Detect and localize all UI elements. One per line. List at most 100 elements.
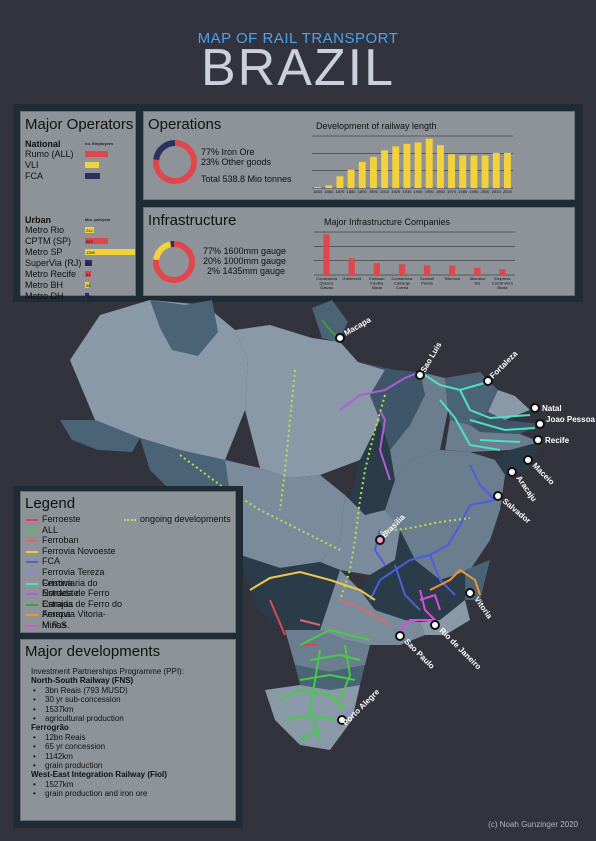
national-name: FCA (25, 171, 43, 181)
legend-swatch (26, 561, 38, 564)
legend-label: Ferrovia Tereza Cristina (42, 566, 105, 588)
chart-tick-label: 1900 (369, 189, 379, 194)
chart-tick-label: 1890 (358, 189, 368, 194)
national-row: FCA (25, 171, 135, 182)
chart-bar (403, 143, 411, 188)
line-carajas (339, 371, 421, 411)
city-joao-pessoa[interactable]: Joao Pessoa (535, 415, 595, 429)
development-project-name: North-South Railway (FNS) (31, 676, 134, 686)
developments-panel: Major developments Investment Partnershi… (20, 639, 236, 821)
urban-value: 84 (86, 272, 91, 277)
donut-slice (153, 241, 195, 283)
urban-row: Metro DH 38 (25, 291, 135, 302)
legend-ongoing: ongoing developments (124, 514, 252, 525)
national-unit: no. Employees (85, 141, 114, 146)
major-operators-title: Major Operators (25, 116, 134, 133)
ongoing-developments (179, 369, 471, 601)
chart-bar (481, 155, 489, 188)
chart-tick-label: Emissao Insutria Naval (369, 276, 385, 290)
chart-tick-label: 2000 (481, 189, 491, 194)
legend-item: M.R.S. (26, 620, 126, 631)
infrastructure-title: Infrastructure (148, 212, 237, 229)
svg-text:Sao Luis: Sao Luis (419, 340, 444, 374)
urban-bar: 242 (85, 227, 94, 233)
national-name: VLI (25, 160, 39, 170)
svg-text:Maceio: Maceio (531, 461, 557, 487)
developments-intro: Investment Partnerships Programme (PPI): (31, 667, 184, 676)
credit: (c) Noah Gunzinger 2020 (488, 820, 578, 829)
city-natal[interactable]: Natal (530, 403, 562, 413)
chart-tick-label: Construtora Camargo Correa (391, 276, 413, 290)
legend-item: Estrada de Ferro do Amapa (26, 599, 126, 619)
companies-chart: Construtora Queiroz Galvao Odebrecht Emissao… (314, 231, 515, 290)
urban-value: 242 (86, 228, 93, 233)
svg-text:Sao Paulo: Sao Paulo (403, 637, 437, 671)
legend-label: Estrada de Ferro do Amapa (42, 598, 123, 620)
line-nordeste (419, 371, 536, 451)
chart-tick-label: Odebrecht (342, 276, 362, 281)
chart-bar (503, 152, 511, 188)
line-fca (369, 464, 496, 611)
chart-bar (499, 269, 506, 275)
chart-bar (325, 185, 333, 188)
chart-tick-label: 1970 (447, 189, 457, 194)
urban-row: Metro Rio 242 (25, 225, 135, 236)
city-maceio[interactable]: Maceio (523, 455, 557, 487)
national-bar (85, 151, 108, 157)
infrastructure-donut (153, 241, 195, 283)
development-point: 1537km (31, 705, 231, 715)
subtitle: MAP OF RAIL TRANSPORT (197, 30, 399, 47)
urban-row: SuperVia (RJ) 63 (25, 258, 135, 269)
chart-tick-label: 1880 (347, 189, 357, 194)
legend-swatch (26, 603, 38, 606)
svg-text:Recife: Recife (545, 436, 570, 445)
city-fortaleza[interactable]: Fortaleza (483, 349, 520, 386)
region-amapa (312, 300, 348, 342)
city-sao-luis[interactable]: Sao Luis (415, 340, 444, 380)
region-maranhao (358, 362, 425, 450)
national-row: Rumo (ALL) (25, 149, 135, 160)
city-recife[interactable]: Recife (533, 435, 570, 445)
chart-bar (414, 142, 422, 188)
urban-row: Metro SP 1399 (25, 247, 135, 258)
chart-bar (392, 146, 400, 188)
legend-list: Ferroeste ALL Ferroban Ferrovia Novoeste FCA… (26, 514, 126, 631)
city-aracaju[interactable]: Aracaju (507, 467, 539, 503)
chart-tick-label: Sconcel Pondo (420, 276, 434, 286)
development-point: 1142km (31, 752, 231, 762)
ongoing-fns (339, 394, 386, 601)
svg-text:Salvador: Salvador (501, 497, 533, 526)
legend-panel: Legend Ferroeste ALL Ferroban Ferrovia Novo… (20, 491, 236, 633)
ongoing-fiol (179, 454, 341, 551)
legend-item: ALL (26, 525, 126, 536)
national-bar (85, 162, 99, 168)
legend-label: Ferrovia Vitoria-Minas (42, 609, 106, 630)
urban-value: 863 (86, 239, 93, 244)
chart-bar (373, 263, 380, 275)
chart-bar (492, 152, 500, 188)
urban-name: Metro BH (25, 280, 64, 290)
chart-tick-label: 1910 (380, 189, 390, 194)
development-project-name: Ferrogrão (31, 723, 69, 733)
chart-tick-label: 1920 (391, 189, 401, 194)
legend-label: Estrada de Ferro Carajas (42, 588, 110, 609)
national-name: Rumo (ALL) (25, 149, 74, 159)
national-label: National (25, 139, 61, 149)
svg-text:Natal: Natal (542, 404, 562, 413)
legend-label: Ferroviaria do Nordeste (42, 577, 98, 599)
chart-bar (474, 267, 481, 275)
operations-total: Total 538.8 Mio tonnes (201, 174, 292, 184)
chart-bar (358, 162, 366, 188)
urban-value: 1399 (86, 250, 95, 255)
urban-bar: 84 (85, 271, 91, 277)
legend-item: Ferrovia Tereza Cristina (26, 567, 126, 588)
legend-label: Ferroban (42, 535, 79, 546)
chart-bar (459, 155, 467, 188)
chart-tick-label: 2020 (503, 189, 513, 194)
railway-length-chart-title: Development of railway length (316, 121, 437, 131)
legend-item: FCA (26, 556, 126, 567)
region-acre (60, 420, 140, 452)
svg-text:Joao Pessoa: Joao Pessoa (546, 415, 595, 424)
chart-tick-label: 1990 (469, 189, 479, 194)
urban-bar: 56 (85, 282, 90, 288)
